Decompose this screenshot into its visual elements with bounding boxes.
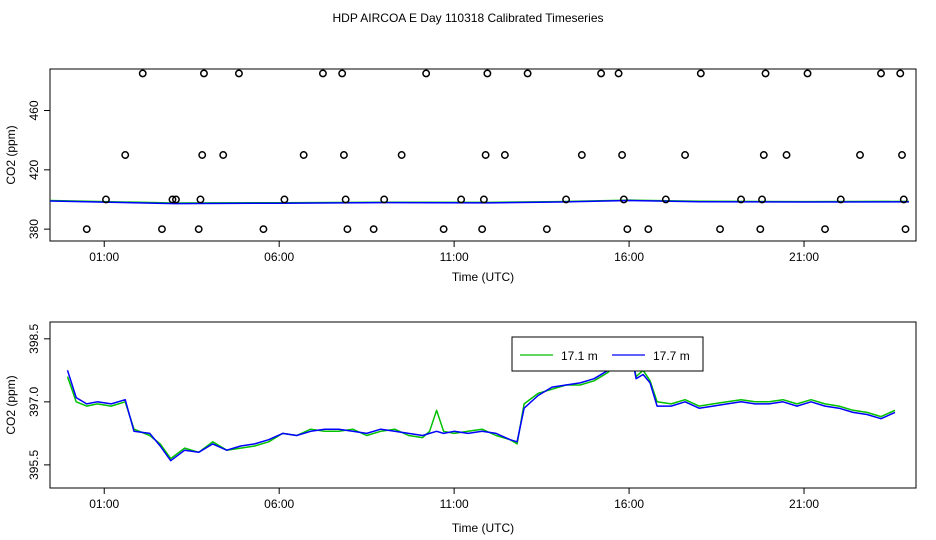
top-x-tick-label: 11:00 — [440, 250, 469, 264]
top-data-point — [457, 195, 466, 204]
legend-label-17-1m: 17.1 m — [561, 349, 598, 363]
bottom-x-tick-label: 06:00 — [264, 497, 294, 511]
top-data-point — [681, 151, 690, 159]
figure-title: HDP AIRCOA E Day 110318 Calibrated Times… — [332, 11, 603, 25]
top-data-point — [523, 69, 532, 78]
top-data-point — [619, 195, 628, 204]
top-data-point — [597, 69, 606, 78]
top-data-point — [821, 225, 829, 234]
top-data-point — [644, 225, 653, 234]
top-data-point — [756, 225, 765, 234]
top-data-point — [299, 151, 308, 159]
top-data-point — [716, 225, 725, 234]
top-x-tick-label: 01:00 — [89, 250, 119, 264]
top-data-point — [898, 151, 906, 159]
top-y-tick-label: 460 — [27, 100, 41, 120]
top-data-point — [439, 225, 448, 234]
top-data-point — [758, 195, 766, 204]
top-data-point — [339, 151, 348, 159]
legend-box — [511, 336, 704, 372]
top-y-tick-label: 420 — [27, 159, 41, 179]
top-data-point — [803, 69, 812, 78]
bottom-y-axis-label: CO2 (ppm) — [4, 375, 18, 434]
top-data-point — [856, 151, 864, 159]
top-data-point — [901, 225, 910, 234]
top-data-point — [877, 69, 885, 78]
top-data-point — [168, 195, 177, 204]
bottom-series-line-2 — [66, 340, 896, 462]
top-data-point — [896, 69, 905, 78]
top-data-point — [481, 151, 490, 159]
top-data-point — [219, 151, 228, 159]
top-data-point — [661, 195, 670, 204]
bottom-y-tick-label: 398.5 — [27, 323, 41, 353]
top-x-tick-label: 21:00 — [789, 250, 819, 264]
top-data-point — [259, 225, 268, 234]
top-data-point — [138, 69, 147, 78]
legend: 17.1 m 17.7 m — [511, 336, 704, 372]
top-data-point — [200, 69, 208, 78]
top-x-axis-label: Time (UTC) — [452, 270, 514, 284]
top-data-point — [836, 195, 845, 204]
top-x-tick-label: 16:00 — [614, 250, 644, 264]
top-y-axis-label: CO2 (ppm) — [4, 125, 18, 184]
bottom-x-tick-label: 01:00 — [89, 497, 119, 511]
top-y-tick-label: 380 — [27, 219, 41, 239]
bottom-y-tick-label: 395.5 — [27, 450, 41, 480]
top-data-point — [483, 69, 492, 78]
top-data-point — [280, 195, 289, 204]
top-data-point — [196, 195, 205, 204]
top-data-point — [318, 69, 327, 78]
top-data-point — [341, 195, 350, 204]
top-data-point — [737, 195, 746, 204]
top-data-point — [479, 195, 488, 204]
top-data-point — [759, 151, 768, 159]
top-data-point — [577, 151, 586, 159]
bottom-panel: 01:00 06:00 11:00 16:00 21:00 395.5 397.0 398.5… — [4, 321, 917, 535]
top-data-point — [562, 195, 571, 204]
top-data-point — [121, 151, 130, 159]
top-data-point — [380, 195, 389, 204]
top-data-point — [338, 69, 347, 78]
top-data-point — [102, 195, 110, 204]
top-data-point — [397, 151, 406, 159]
top-data-point — [623, 225, 632, 234]
top-data-point — [614, 69, 623, 78]
top-plot-frame — [49, 68, 917, 242]
top-data-point — [899, 195, 908, 204]
top-data-point — [343, 225, 352, 234]
top-data-point — [158, 225, 166, 234]
top-data-point — [782, 151, 791, 159]
top-x-tick-label: 06:00 — [264, 250, 294, 264]
bottom-plot-frame — [49, 321, 917, 489]
top-panel: 01:00 06:00 11:00 16:00 21:00 380 420 460 Time … — [4, 68, 917, 284]
bottom-series-line-1 — [66, 344, 896, 460]
top-data-point — [618, 151, 627, 159]
top-data-point — [422, 69, 431, 78]
bottom-x-tick-label: 21:00 — [789, 497, 819, 511]
bottom-y-tick-label: 397.0 — [27, 387, 41, 417]
top-data-point — [194, 225, 203, 234]
legend-label-17-7m: 17.7 m — [653, 349, 690, 363]
bottom-x-axis-label: Time (UTC) — [452, 521, 514, 535]
bottom-x-tick-label: 11:00 — [440, 497, 469, 511]
top-data-point — [696, 69, 705, 78]
bottom-x-tick-label: 16:00 — [614, 497, 644, 511]
top-data-point — [761, 69, 770, 78]
top-data-point — [172, 195, 180, 204]
top-data-point — [198, 151, 207, 159]
top-data-point — [478, 225, 487, 234]
top-data-point — [369, 225, 378, 234]
top-data-point — [500, 151, 509, 159]
top-data-point — [234, 69, 243, 78]
top-data-point — [542, 225, 551, 234]
top-series-line-2 — [49, 199, 910, 205]
top-data-point — [82, 225, 91, 234]
